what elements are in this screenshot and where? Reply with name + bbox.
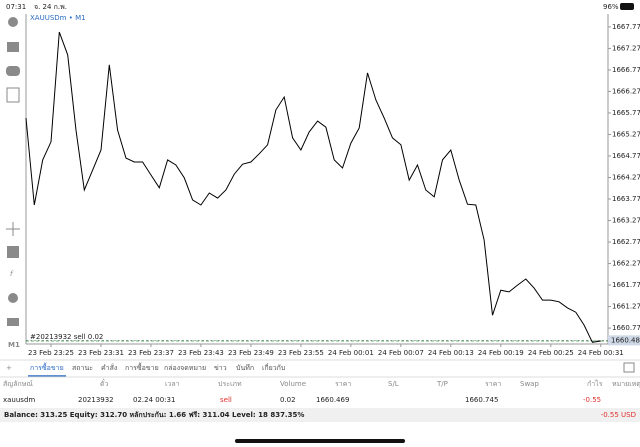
tab[interactable]: คำสั่ง bbox=[101, 363, 117, 372]
chart-type-icon[interactable] bbox=[7, 318, 19, 326]
y-tick-label: 1661.770 bbox=[612, 281, 640, 289]
table-header: ตั๋ว bbox=[100, 379, 109, 388]
bid-box bbox=[608, 335, 640, 346]
tab[interactable]: การซื้อขาย bbox=[30, 361, 64, 372]
table-cell: 0.02 bbox=[280, 396, 296, 404]
x-tick-label: 24 Feb 00:25 bbox=[528, 349, 574, 357]
tab[interactable]: กล่องจดหมาย bbox=[164, 364, 206, 372]
battery-icon bbox=[620, 3, 634, 10]
bid-label: 1660.485 bbox=[611, 336, 640, 344]
add-chart-icon[interactable] bbox=[6, 87, 20, 103]
tab[interactable]: สถานะ bbox=[72, 364, 93, 372]
x-tick-label: 23 Feb 23:37 bbox=[128, 349, 174, 357]
account-icon[interactable] bbox=[8, 17, 18, 27]
y-tick-label: 1663.770 bbox=[612, 195, 640, 203]
status-time: 07:31 bbox=[6, 3, 26, 11]
y-tick-label: 1662.770 bbox=[612, 238, 640, 246]
y-tick-label: 1661.270 bbox=[612, 303, 640, 311]
x-tick-label: 24 Feb 00:31 bbox=[578, 349, 624, 357]
price-line bbox=[25, 31, 601, 343]
x-tick-label: 23 Feb 23:25 bbox=[28, 349, 74, 357]
table-header: Swap bbox=[520, 380, 539, 388]
y-tick-label: 1666.770 bbox=[612, 66, 640, 74]
table-cell: xauusdm bbox=[3, 396, 35, 404]
y-tick-label: 1665.270 bbox=[612, 130, 640, 138]
summary-bar bbox=[0, 408, 640, 422]
add-button[interactable]: + bbox=[6, 364, 12, 372]
table-header: ราคา bbox=[485, 380, 501, 388]
table-header: เวลา bbox=[165, 380, 180, 388]
left-toolbar: f M1 bbox=[6, 17, 20, 349]
y-tick-label: 1667.270 bbox=[612, 44, 640, 52]
x-tick-label: 23 Feb 23:43 bbox=[178, 349, 224, 357]
tab[interactable]: การซื้อขาย bbox=[125, 361, 159, 372]
table-header: T/P bbox=[436, 380, 448, 388]
summary-profit: -0.55 USD bbox=[601, 411, 636, 419]
chat-icon[interactable] bbox=[6, 66, 20, 76]
layout-icon[interactable] bbox=[623, 362, 635, 373]
table-cell: sell bbox=[220, 396, 232, 404]
y-tick-label: 1665.770 bbox=[612, 109, 640, 117]
table-header: หมายเหตุ bbox=[612, 380, 640, 388]
y-tick-label: 1660.770 bbox=[612, 324, 640, 332]
home-indicator bbox=[235, 439, 405, 443]
status-battery: 96% bbox=[603, 3, 619, 11]
table-cell: 1660.469 bbox=[316, 396, 349, 404]
tab[interactable]: บันทึก bbox=[236, 363, 254, 372]
y-tick-label: 1664.270 bbox=[612, 173, 640, 181]
y-tick-label: 1667.770 bbox=[612, 23, 640, 31]
trade-icon[interactable] bbox=[7, 42, 19, 52]
status-date: จ. 24 ก.พ. bbox=[34, 3, 67, 11]
table-cell: 02.24 00:31 bbox=[133, 396, 175, 404]
x-tick-label: 24 Feb 00:07 bbox=[378, 349, 424, 357]
table-header: ประเภท bbox=[218, 380, 242, 388]
table-cell: 1660.745 bbox=[465, 396, 498, 404]
x-tick-label: 23 Feb 23:55 bbox=[278, 349, 324, 357]
table-header: Volume bbox=[280, 380, 306, 388]
x-tick-label: 24 Feb 00:01 bbox=[328, 349, 374, 357]
function-icon[interactable]: f bbox=[10, 270, 14, 278]
x-tick-label: 24 Feb 00:13 bbox=[428, 349, 474, 357]
table-header: ราคา bbox=[335, 380, 351, 388]
table-header: สัญลักษณ์ bbox=[3, 380, 33, 388]
position-label: #20213932 sell 0.02 bbox=[30, 333, 103, 341]
table-cell: -0.55 bbox=[583, 396, 601, 404]
x-tick-label: 24 Feb 00:19 bbox=[478, 349, 524, 357]
y-tick-label: 1664.770 bbox=[612, 152, 640, 160]
y-tick-label: 1663.270 bbox=[612, 217, 640, 225]
x-tick-label: 23 Feb 23:49 bbox=[228, 349, 274, 357]
summary-text: Balance: 313.25 Equity: 312.70 หลักประกั… bbox=[4, 411, 304, 419]
table-header: S/L bbox=[388, 380, 399, 388]
chart-symbol: XAUUSDm • M1 bbox=[30, 14, 86, 22]
timeframe-button[interactable]: M1 bbox=[8, 341, 20, 349]
x-tick-label: 23 Feb 23:31 bbox=[78, 349, 124, 357]
objects-icon[interactable] bbox=[8, 293, 18, 303]
indicators-icon[interactable] bbox=[7, 246, 19, 258]
table-cell: 20213932 bbox=[78, 396, 114, 404]
tab[interactable]: เกี่ยวกับ bbox=[262, 363, 285, 372]
table-header: กำไร bbox=[587, 379, 603, 388]
tab[interactable]: ข่าว bbox=[214, 364, 227, 372]
y-tick-label: 1666.270 bbox=[612, 87, 640, 95]
y-tick-label: 1662.270 bbox=[612, 260, 640, 268]
